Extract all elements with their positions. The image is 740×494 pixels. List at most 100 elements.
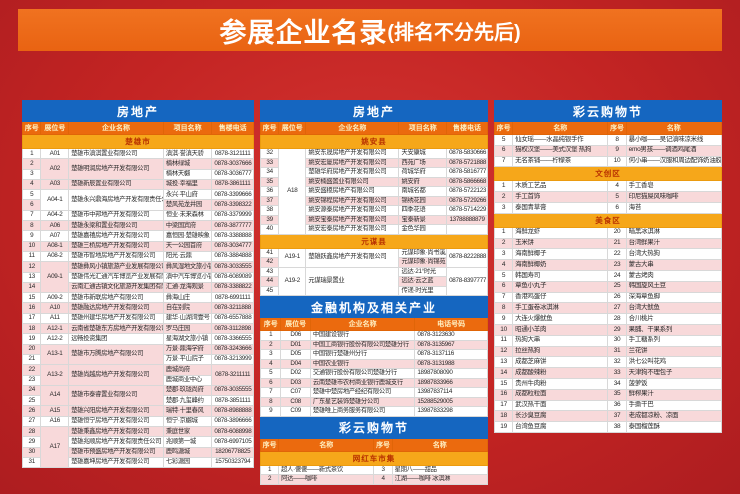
cell: 7 [259,387,282,398]
cell: 洪七公叫花鸡 [625,356,723,369]
cell: A17 [40,426,70,469]
cell: A08-2 [40,250,70,263]
title-banner: 参展企业名录 (排名不分先后) [18,9,722,51]
cell: A03 [40,178,70,191]
column-header: 展位号 [40,121,70,135]
cell: 5 [493,269,514,282]
cell: 云南楚雄市农村商业银行鹿城支行 [309,377,416,388]
cell: A14 [40,384,70,407]
cell: 1 [493,226,514,239]
cell: 0878-3366555 [211,333,254,345]
cell: 5 [259,368,282,379]
table-row: 4 A03 楚雄新辰置业有限公司 城投·幸福里 0878-3861111 [21,178,254,191]
cell: D05 [280,349,311,360]
cell: 楚雄唯上商务服务有限公司 [309,406,416,417]
cell: 南城名都 [398,186,448,197]
cell: 星期八——甜品 [391,464,489,475]
table-row: 5 D02 交通银行股份有限公司楚雄分行 18987808090 [259,368,488,379]
cell: 0878-3036777 [211,168,254,180]
column-header: 项目名称 [398,121,448,135]
cell: 4 [21,178,42,191]
cell: 14 [493,367,514,379]
cell: 13987833298 [414,406,488,417]
cell: 43 [259,266,280,277]
section-title: 彩云购物节 [260,416,488,439]
cell: 39 [259,214,280,225]
cell: 33 [607,367,627,379]
cell: 6 [607,201,627,214]
table-row: 1 D06 中国建设银行 0878-3123630 [259,330,488,341]
cell: 楚雄跃鑫房地产开发有限公司 [305,247,400,268]
cell: 15 [493,377,514,390]
column-header: 售楼电话 [211,121,254,135]
column-middle: 房地产 序号 展位号 企业名称 项目名称 售楼电话 姚安县 32 A18 姚安东晟房地产开发有限公… [259,100,489,485]
cell: 楚雄州建华房地产开发有限公司 [68,312,164,325]
cell: 7 [493,155,514,168]
cell: 13 [21,271,42,283]
cell: 0878-3213999 [211,353,254,366]
cell: 元谋印象·尚书溪岸 [398,247,448,258]
cell: 21 [21,353,42,366]
table-row: 17 A11 楚雄州建华房地产开发有限公司 建华·山湖湾壹号 0878-6557888 [21,312,254,325]
cell: 星海湖文旅小镇 [162,333,213,345]
table-row: 3 楠林天樾 0878-3036777 [21,168,254,180]
cell: 韩国寿司 [512,269,609,282]
cell: 海苔 [625,201,723,214]
table-row: 3 海南鲜椰子 22 台湾大热狗 [493,248,723,261]
table-row: 35 姚安楠盛置业有限公司 姚安府 0878-5866668 [259,176,488,187]
cell: 恒业·未来森林 [162,209,213,222]
cell: 楚雄市中邦地产开发有限公司 [68,209,164,222]
cell: 老成都凉粉、凉面 [625,410,723,423]
cell: 宝泰新景 [398,214,448,225]
cell: 5 [21,189,42,201]
cell: 楚雄兆顺房地产开发有限责任公司 [68,436,164,448]
table-row: 6 D03 云南楚雄市农村商业银行鹿城支行 18987833966 [259,377,488,388]
table-row: 37 姚安锦程房地产开发有限公司 锦绣花园 0878-5729266 [259,195,488,206]
cell: 1 [259,464,280,475]
region-header: 元谋县 [260,233,488,249]
shopping-table-mid: 彩云购物节 序号 名称 序号 名称 网红车市集 1 超人·傻傻——新式茶饮 3 星期八——甜品 2 阿… [259,416,489,485]
cell: 楠林天樾 [162,168,213,180]
table-row: 20 A13-1 楚雄市万腾房地产有限公司 万景·鼎海学府 0878-3243666 [21,343,254,366]
cell: 0878-6088998 [211,426,254,438]
table-row: 41 A19-1 楚雄跃鑫房地产开发有限公司 元谋印象·尚书溪岸 0878-822288… [259,247,488,268]
section-title: 金融机构及相关产业 [260,296,488,318]
table-row: 2 玉米饼 21 台湾鲜果汁 [493,237,723,250]
cell: 25 [607,280,627,293]
cell: 36 [607,399,627,412]
cell: 泰国青草膏 [512,201,609,214]
cell: 4 [259,358,282,369]
region-header: 姚安县 [260,134,488,149]
column-header: 序号 [259,121,280,135]
cell: 0878-3035555 [211,384,254,397]
table-row: 24 A14 楚雄市泰睿置业有限公司 楚郡·玖珑尚府 0878-3035555 [21,384,254,407]
cell: 台湾大鱿鱼 [625,302,723,315]
cell: 泰国榴莲酥 [625,421,723,433]
cell: 贵州牛肉粉 [512,377,609,390]
column-header: 序号 [493,121,514,135]
table-row: 8 手工蛋卷冰淇淋 27 台湾大鱿鱼 [493,302,723,315]
column-header: 项目名称 [162,121,213,135]
table-row: 5 A04-1 楚雄永兴鼎海房地产开发有限责任公司 永兴·平山府 0878-339966… [21,189,254,211]
column-header: 序号 [21,121,42,135]
cell: 天安康城 [398,148,448,159]
cell: 大连火爆鱿鱼 [512,313,609,325]
cell: 蒙古烤肉 [625,269,723,282]
cell: 0878-3137116 [414,349,488,360]
cell: 27 [607,302,627,315]
cell: 楚雄恒宁房地产开发有限公司 [68,415,164,428]
cell: 9 [607,144,627,157]
cell: 4 [607,180,627,193]
table-row: 15 贵州牛肉粉 34 菠萝饭 [493,377,723,390]
cell: 3 [259,349,282,360]
cell: 楚雄尚越房地产开发有限公司 [68,364,164,386]
cell: 罗马庄园 [162,323,213,335]
page-title: 参展企业名录 [219,17,388,48]
cell: 元谋印象·尚锦苑 [398,257,448,268]
cell: 13 [493,356,514,369]
cell: 20 [607,226,627,239]
cell: C07 [280,387,311,398]
cell: 18 [493,410,514,423]
cell: 楚雄市万腾房地产有限公司 [68,343,164,366]
column-header: 展位号 [280,317,311,331]
